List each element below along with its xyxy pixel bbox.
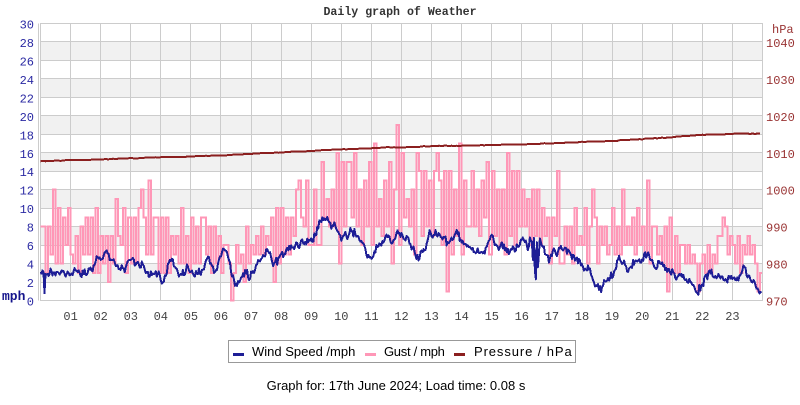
svg-text:26: 26 (20, 55, 34, 69)
svg-text:1030: 1030 (766, 74, 795, 88)
svg-text:09: 09 (304, 310, 318, 324)
svg-text:990: 990 (766, 222, 788, 236)
svg-text:980: 980 (766, 259, 788, 273)
svg-text:mph: mph (2, 289, 26, 304)
svg-text:06: 06 (214, 310, 228, 324)
svg-text:970: 970 (766, 296, 788, 310)
svg-text:1000: 1000 (766, 185, 795, 199)
svg-text:08: 08 (274, 310, 288, 324)
svg-text:0: 0 (27, 296, 34, 310)
svg-text:22: 22 (695, 310, 709, 324)
svg-text:21: 21 (665, 310, 679, 324)
svg-text:20: 20 (20, 111, 34, 125)
svg-text:05: 05 (184, 310, 198, 324)
svg-text:1010: 1010 (766, 148, 795, 162)
svg-text:1020: 1020 (766, 111, 795, 125)
svg-text:18: 18 (20, 129, 34, 143)
svg-text:20: 20 (635, 310, 649, 324)
svg-text:23: 23 (725, 310, 739, 324)
svg-text:13: 13 (424, 310, 438, 324)
svg-text:hPa: hPa (772, 23, 794, 37)
svg-text:02: 02 (93, 310, 107, 324)
svg-text:12: 12 (394, 310, 408, 324)
svg-text:01: 01 (63, 310, 77, 324)
svg-text:04: 04 (154, 310, 168, 324)
svg-text:22: 22 (20, 92, 34, 106)
svg-text:10: 10 (20, 203, 34, 217)
svg-text:8: 8 (27, 222, 34, 236)
svg-text:11: 11 (364, 310, 378, 324)
svg-text:1040: 1040 (766, 37, 795, 51)
svg-text:14: 14 (20, 166, 34, 180)
svg-text:6: 6 (27, 240, 34, 254)
svg-text:30: 30 (20, 19, 34, 33)
svg-text:4: 4 (27, 259, 34, 273)
svg-text:2: 2 (27, 277, 34, 291)
svg-text:10: 10 (334, 310, 348, 324)
svg-text:24: 24 (20, 74, 34, 88)
svg-text:17: 17 (545, 310, 559, 324)
svg-text:15: 15 (485, 310, 499, 324)
svg-text:19: 19 (605, 310, 619, 324)
svg-text:16: 16 (515, 310, 529, 324)
svg-text:14: 14 (454, 310, 468, 324)
svg-text:28: 28 (20, 37, 34, 51)
svg-text:18: 18 (575, 310, 589, 324)
svg-text:07: 07 (244, 310, 258, 324)
svg-text:16: 16 (20, 148, 34, 162)
svg-text:12: 12 (20, 185, 34, 199)
svg-text:03: 03 (124, 310, 138, 324)
